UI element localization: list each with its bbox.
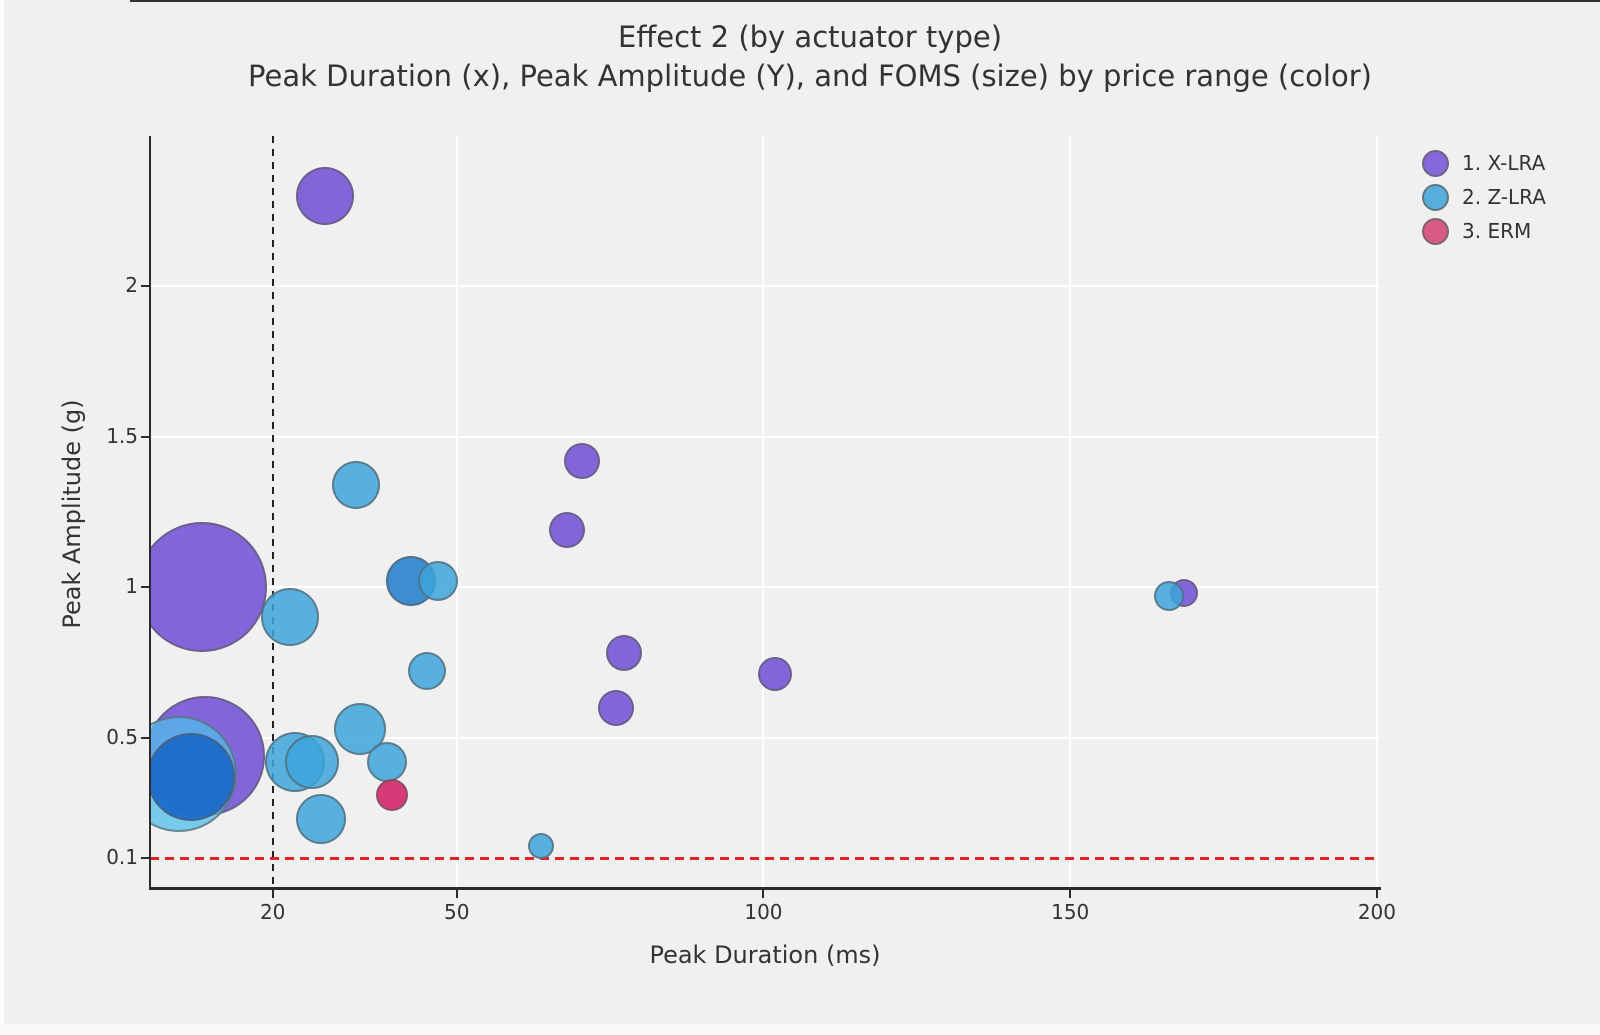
legend-swatch-icon xyxy=(1422,184,1449,211)
y-gridline-2 xyxy=(150,285,1380,288)
bubble-xlra-0 xyxy=(295,167,354,226)
x-tick-label-200: 200 xyxy=(1357,900,1397,924)
threshold-hline xyxy=(150,856,1380,860)
x-axis-spine xyxy=(149,887,1381,890)
x-tick-200 xyxy=(1375,890,1378,898)
x-gridline-50 xyxy=(455,136,458,888)
y-tick-1 xyxy=(141,586,149,589)
y-tick-0.1 xyxy=(141,856,149,859)
bubble-zlra-4 xyxy=(261,588,320,647)
window-left-edge xyxy=(0,0,4,1035)
window-top-edge xyxy=(130,0,1600,2)
bubble-xlra-5 xyxy=(605,635,642,672)
x-tick-100 xyxy=(762,890,765,898)
legend-label: 2. Z-LRA xyxy=(1462,185,1546,209)
y-tick-label-2: 2 xyxy=(125,273,138,298)
x-gridline-100 xyxy=(762,136,765,888)
plot-area xyxy=(150,136,1380,888)
x-gridline-200 xyxy=(1375,136,1378,888)
bubble-xlra-7 xyxy=(758,657,793,692)
chart-title: Effect 2 (by actuator type) xyxy=(617,20,1003,54)
bubble-xlra-1 xyxy=(150,522,268,653)
legend-label: 1. X-LRA xyxy=(1462,151,1546,175)
legend-label: 3. ERM xyxy=(1462,219,1532,243)
x-tick-label-100: 100 xyxy=(744,900,783,924)
legend-swatch-icon xyxy=(1422,218,1449,245)
y-gridline-1 xyxy=(150,586,1380,589)
threshold-vline xyxy=(271,136,274,888)
y-tick-label-0.1: 0.1 xyxy=(106,844,138,869)
y-axis-spine xyxy=(149,136,151,890)
bubble-xlra-4 xyxy=(548,512,585,549)
bubble-zlra-8 xyxy=(331,460,380,509)
bubble-erm-0 xyxy=(376,778,409,811)
y-gridline-1.5 xyxy=(150,435,1380,438)
x-axis-title: Peak Duration (ms) xyxy=(649,941,881,969)
y-tick-1.5 xyxy=(141,435,149,438)
x-gridline-150 xyxy=(1069,136,1072,888)
bubble-zlra-13 xyxy=(1153,581,1184,612)
legend-swatch-icon xyxy=(1422,150,1449,177)
chart-title-block: Effect 2 (by actuator type) Peak Duratio… xyxy=(10,18,1600,96)
bubble-zlra-7 xyxy=(367,741,408,782)
y-tick-0.5 xyxy=(141,736,149,739)
bubble-zlra-5 xyxy=(295,793,346,844)
x-tick-label-50: 50 xyxy=(443,900,470,924)
chart-subtitle: Peak Duration (x), Peak Amplitude (Y), a… xyxy=(248,59,1372,94)
x-tick-label-20: 20 xyxy=(259,900,286,924)
x-tick-label-150: 150 xyxy=(1051,900,1090,924)
bubble-zlra-3 xyxy=(284,734,339,789)
x-tick-20 xyxy=(271,890,274,898)
x-tick-150 xyxy=(1069,890,1072,898)
window-bottom-edge xyxy=(0,1024,1600,1035)
bubble-xlra-6 xyxy=(597,689,634,726)
x-tick-50 xyxy=(455,890,458,898)
y-tick-label-0.5: 0.5 xyxy=(106,724,138,749)
y-gridline-0.5 xyxy=(150,736,1380,739)
bubble-zlra-10 xyxy=(418,561,459,602)
y-tick-2 xyxy=(141,285,149,288)
bubble-zlra-1 xyxy=(150,732,235,821)
y-tick-label-1: 1 xyxy=(125,574,138,599)
bubble-zlra-11 xyxy=(408,652,447,691)
bubble-zlra-12 xyxy=(527,832,554,859)
y-tick-label-1.5: 1.5 xyxy=(106,423,138,448)
bubble-xlra-3 xyxy=(564,442,601,479)
